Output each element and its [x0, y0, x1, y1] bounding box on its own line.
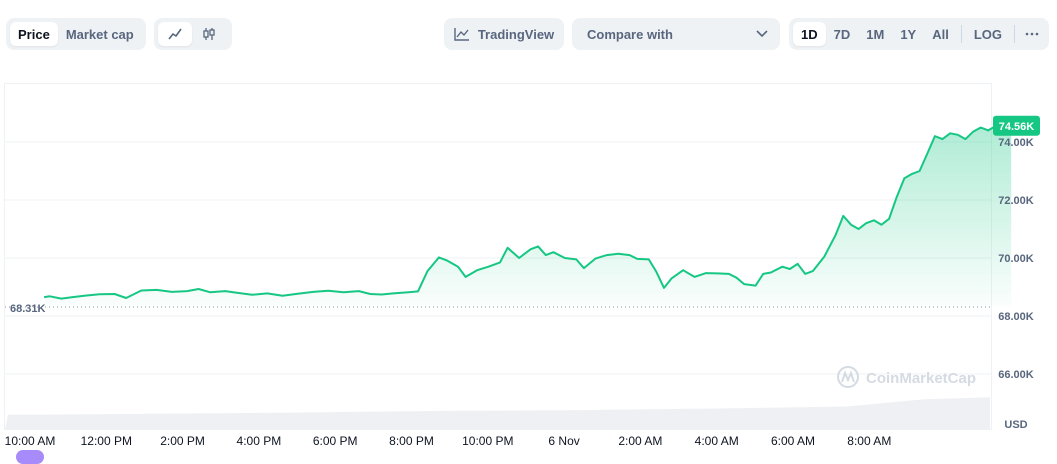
- current-price-badge: [993, 115, 1040, 136]
- y-tick-label: 66.00K: [998, 369, 1034, 381]
- chart-mode-toggle: [154, 18, 232, 50]
- x-tick-label: 2:00 PM: [160, 434, 205, 448]
- open-price-label: 68.31K: [10, 303, 46, 315]
- x-tick-label: 8:00 PM: [389, 434, 434, 448]
- watermark-text: CoinMarketCap: [866, 370, 976, 387]
- floating-action-badge[interactable]: [16, 450, 44, 464]
- line-chart-icon: [167, 26, 183, 42]
- candle-mode-button[interactable]: [192, 22, 226, 46]
- range-1y[interactable]: 1Y: [900, 26, 917, 42]
- tradingview-chart-icon: [454, 27, 470, 41]
- tab-price[interactable]: Price: [10, 22, 58, 46]
- range-1d[interactable]: 1D: [793, 22, 826, 46]
- x-tick-label: 10:00 PM: [462, 434, 513, 448]
- price-line: [43, 120, 1012, 300]
- currency-label: USD: [1004, 419, 1027, 431]
- y-tick-label: 72.00K: [998, 195, 1034, 207]
- candlestick-icon: [201, 26, 217, 42]
- compare-with-dropdown[interactable]: Compare with: [572, 18, 780, 50]
- x-tick-label: 2:00 AM: [618, 434, 662, 448]
- range-all[interactable]: All: [932, 26, 949, 42]
- line-mode-button[interactable]: [158, 22, 192, 46]
- log-scale-button[interactable]: LOG: [973, 26, 1003, 42]
- tab-market-cap[interactable]: Market cap: [65, 26, 134, 42]
- range-selector: 1D 7D 1M 1Y All LOG: [789, 18, 1049, 50]
- x-tick-label: 6:00 PM: [313, 434, 358, 448]
- coinmarketcap-watermark: CoinMarketCap: [837, 366, 976, 388]
- range-7d[interactable]: 7D: [833, 26, 851, 42]
- volume-area: [5, 396, 990, 429]
- more-options-button[interactable]: [1019, 22, 1045, 46]
- compare-with-label: Compare with: [587, 26, 673, 42]
- y-tick-label: 70.00K: [998, 253, 1034, 265]
- current-price-label: 74.56K: [999, 121, 1035, 133]
- x-tick-label: 6 Nov: [548, 434, 579, 448]
- x-tick-label: 8:00 AM: [847, 434, 891, 448]
- price-area-fill: [44, 121, 1012, 308]
- x-tick-label: 12:00 PM: [81, 434, 132, 448]
- range-divider-2: [1014, 25, 1016, 43]
- x-tick-label: 4:00 PM: [237, 434, 282, 448]
- range-divider: [960, 25, 962, 43]
- x-tick-label: 10:00 AM: [5, 434, 56, 448]
- chevron-down-icon: [756, 30, 768, 38]
- range-1m[interactable]: 1M: [866, 26, 885, 42]
- y-tick-label: 74.00K: [998, 137, 1034, 149]
- more-horizontal-icon: [1025, 32, 1039, 36]
- y-tick-label: 68.00K: [998, 311, 1034, 323]
- x-tick-label: 6:00 AM: [771, 434, 815, 448]
- tradingview-label: TradingView: [477, 26, 555, 42]
- price-type-toggle: Price Market cap: [6, 18, 146, 50]
- x-tick-label: 4:00 AM: [695, 434, 739, 448]
- tradingview-button[interactable]: TradingView: [444, 18, 564, 50]
- coinmarketcap-logo-icon: [837, 366, 859, 388]
